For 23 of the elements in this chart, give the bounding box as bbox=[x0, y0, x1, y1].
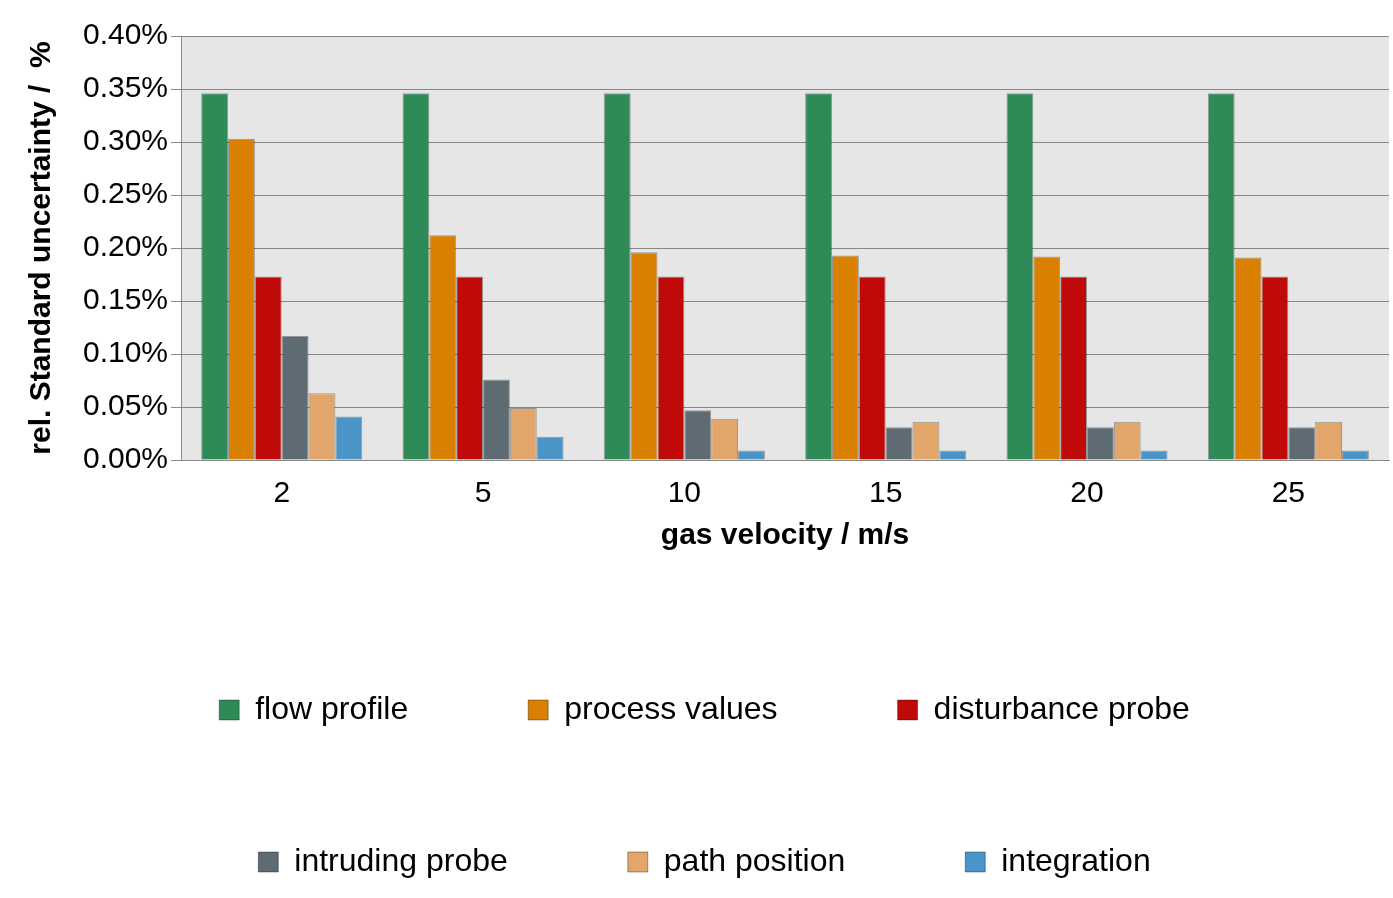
x-tick-label: 5 bbox=[474, 475, 492, 509]
x-tick-label: 25 bbox=[1271, 475, 1306, 509]
legend-label: path position bbox=[663, 841, 846, 878]
y-tick-label: 0.10% bbox=[82, 335, 169, 369]
y-tick-label: 0.15% bbox=[82, 282, 169, 316]
x-tick-label: 20 bbox=[1070, 475, 1104, 509]
legend-label: intruding probe bbox=[294, 841, 508, 878]
y-tick-label: 0.20% bbox=[82, 229, 169, 263]
y-tick-label: 0.25% bbox=[82, 176, 169, 210]
y-tick-label: 0.05% bbox=[82, 388, 169, 422]
legend-label: disturbance probe bbox=[933, 689, 1190, 726]
x-tick-label: 15 bbox=[869, 475, 903, 509]
legend-label: process values bbox=[564, 689, 778, 726]
x-axis-title: gas velocity / m/s bbox=[660, 517, 910, 551]
y-axis-title: rel. Standard uncertainty / % bbox=[23, 41, 57, 455]
legend-label: integration bbox=[1001, 841, 1151, 878]
y-tick-label: 0.35% bbox=[82, 70, 169, 104]
x-tick-label: 2 bbox=[273, 475, 291, 509]
legend-label: flow profile bbox=[255, 689, 409, 726]
y-tick-label: 0.40% bbox=[82, 17, 169, 51]
x-tick-label: 10 bbox=[667, 475, 702, 509]
y-tick-label: 0.30% bbox=[82, 123, 169, 157]
y-tick-label: 0.00% bbox=[82, 441, 169, 475]
